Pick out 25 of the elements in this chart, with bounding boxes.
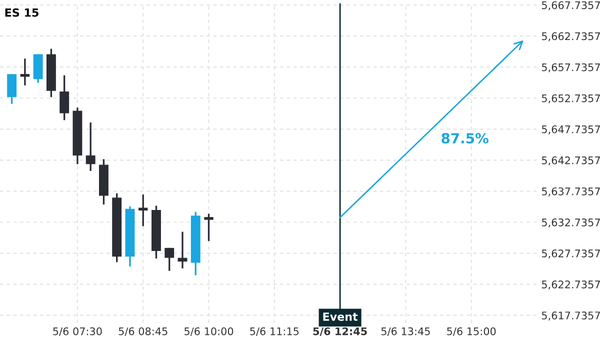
- y-tick-label: 5,652.7357: [542, 94, 600, 104]
- y-tick-label: 5,627.7357: [542, 250, 600, 258]
- y-tick-label: 5,642.7357: [542, 156, 600, 166]
- candlestick: [7, 73, 17, 105]
- x-tick-label: 5/6 13:45: [381, 327, 430, 336]
- annotation: 87.5%: [442, 133, 488, 144]
- candlestick: [164, 247, 174, 272]
- x-tick-label: 5/6 11:15: [250, 327, 299, 336]
- y-tick-label: 5,637.7357: [542, 187, 600, 196]
- y-tick-label: 5,647.7357: [542, 125, 600, 134]
- y-tick-label: 5,622.7357: [542, 280, 600, 290]
- x-tick-label: 5/6 07:30: [53, 327, 102, 336]
- y-tick-label: 5,662.7357: [542, 32, 600, 42]
- candlestick: [60, 74, 70, 121]
- x-tick-label: 5/6 08:45: [118, 327, 168, 336]
- x-tick-label: 5/6 15:00: [447, 327, 496, 336]
- x-tick-label: 5/6 12:45: [313, 327, 367, 336]
- y-tick-label: 5,667.7357: [542, 1, 600, 10]
- y-tick-label: 5,617.7357: [542, 312, 600, 320]
- y-tick-label: 5,632.7357: [542, 218, 600, 228]
- candlestick: [86, 122, 96, 172]
- x-tick-label: 5/6 10:00: [184, 327, 234, 336]
- chart-title: ES 15: [5, 8, 38, 17]
- y-tick-label: 5,657.7357: [542, 63, 600, 72]
- ref-line-label: Event: [323, 312, 358, 321]
